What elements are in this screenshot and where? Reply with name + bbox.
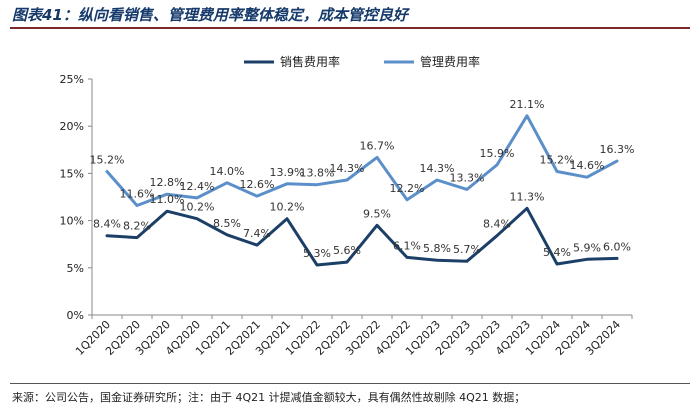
- data-label: 6.0%: [603, 240, 631, 253]
- data-label: 14.3%: [330, 162, 365, 175]
- data-label: 12.4%: [180, 180, 215, 193]
- y-tick-label: 15%: [60, 167, 84, 180]
- data-label: 12.2%: [390, 182, 425, 195]
- data-label: 6.1%: [393, 239, 421, 252]
- data-label: 10.2%: [270, 201, 305, 214]
- data-label: 9.5%: [363, 207, 391, 220]
- legend-label-sales: 销售费用率: [280, 54, 340, 69]
- data-label: 5.7%: [453, 243, 481, 256]
- series-line-sales: [105, 206, 619, 267]
- data-label: 14.3%: [420, 162, 455, 175]
- data-label: 5.3%: [303, 247, 331, 260]
- legend-label-admin: 管理费用率: [420, 54, 480, 69]
- y-tick-label: 0%: [67, 309, 84, 322]
- data-label: 13.8%: [300, 167, 335, 180]
- data-label: 8.5%: [213, 217, 241, 230]
- data-label: 12.8%: [150, 176, 185, 189]
- y-tick-label: 10%: [60, 215, 84, 228]
- data-label: 13.3%: [450, 171, 485, 184]
- y-tick-label: 5%: [67, 262, 84, 275]
- data-label: 8.4%: [93, 218, 121, 231]
- legend: 销售费用率 管理费用率: [244, 54, 480, 69]
- chart-title: 图表41：纵向看销售、管理费用率整体稳定，成本管控良好: [12, 6, 408, 24]
- title-rule: [10, 27, 690, 29]
- data-label: 15.2%: [90, 154, 125, 167]
- data-label: 5.9%: [573, 241, 601, 254]
- data-label: 8.4%: [483, 218, 511, 231]
- data-label: 11.0%: [150, 193, 185, 206]
- source-note: 来源：公司公告，国金证券研究所；注：由于 4Q21 计提减值金额较大，具有偶然性…: [12, 391, 526, 404]
- data-label: 14.0%: [210, 165, 245, 178]
- data-label: 11.3%: [510, 190, 545, 203]
- y-tick-label: 25%: [60, 73, 84, 86]
- data-label: 21.1%: [510, 98, 545, 111]
- data-label: 8.2%: [123, 220, 151, 233]
- series-line-admin: [105, 114, 619, 207]
- data-label: 16.3%: [600, 143, 635, 156]
- series-lines: [105, 114, 619, 267]
- data-label: 13.9%: [270, 166, 305, 179]
- y-tick-label: 20%: [60, 120, 84, 133]
- data-label: 5.4%: [543, 246, 571, 259]
- data-label: 7.4%: [243, 227, 271, 240]
- data-labels: 8.4% 8.2%11.0%10.2%8.5%7.4%10.2%5.3% 5.6%9…: [90, 98, 635, 260]
- data-label: 5.6%: [333, 244, 361, 257]
- axes: 0%5%10%15%20%25%1Q20202Q20203Q20204Q2020…: [60, 73, 633, 358]
- data-label: 11.6%: [120, 187, 155, 200]
- data-label: 15.9%: [480, 147, 515, 160]
- data-label: 12.6%: [240, 178, 275, 191]
- data-label: 15.2%: [540, 154, 575, 167]
- source-rule: [10, 383, 690, 384]
- data-label: 14.6%: [570, 159, 605, 172]
- data-label: 10.2%: [180, 201, 215, 214]
- data-label: 5.8%: [423, 242, 451, 255]
- data-label: 16.7%: [360, 139, 395, 152]
